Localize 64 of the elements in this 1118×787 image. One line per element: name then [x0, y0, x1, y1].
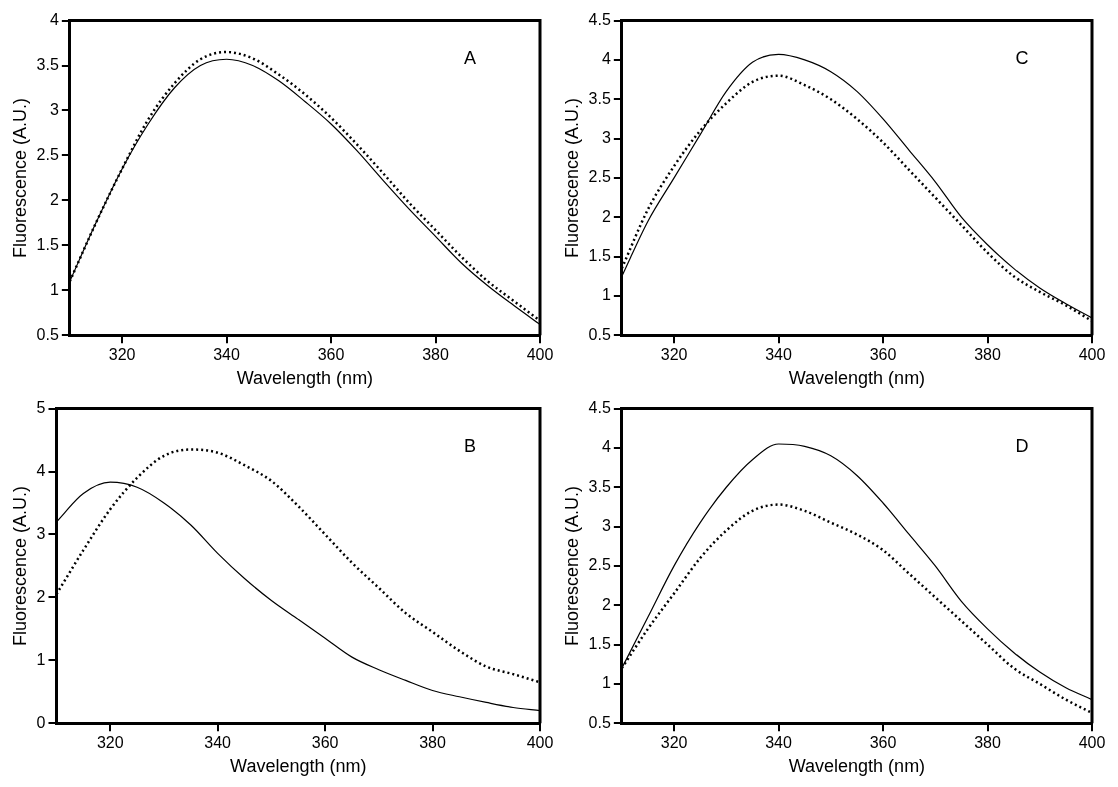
y-tick-label: 1: [36, 650, 46, 668]
x-tick-label: 340: [765, 734, 793, 752]
y-tick-label: 0.5: [588, 325, 611, 343]
y-tick-label: 3: [601, 128, 611, 146]
x-axis-title: Wavelength (nm): [788, 756, 926, 777]
y-tick-label: 1: [601, 286, 611, 304]
y-axis-title: Fluorescence (A.U.): [561, 485, 582, 646]
y-tick-label: 1.5: [588, 246, 611, 264]
x-tick-label: 380: [974, 346, 1001, 364]
y-tick-label: 1: [49, 280, 59, 298]
y-tick-label: 3.5: [588, 89, 611, 107]
x-tick-label: 320: [108, 346, 136, 364]
x-tick-label: 320: [96, 734, 124, 752]
y-tick-label: 1.5: [588, 634, 611, 652]
y-tick-label: 3: [601, 516, 611, 534]
x-tick-label: 400: [526, 346, 554, 364]
y-tick-label: 2: [601, 207, 611, 225]
y-tick-label: 3: [36, 524, 46, 542]
annotation: D: [1015, 435, 1029, 456]
x-tick-label: 340: [204, 734, 232, 752]
y-tick-label: 1.5: [36, 235, 59, 253]
y-axis-title: Fluorescence (A.U.): [9, 485, 30, 646]
y-tick-label: 2.5: [36, 145, 59, 163]
x-axis-title: Wavelength (nm): [230, 756, 367, 777]
x-axis-title: Wavelength (nm): [788, 368, 926, 389]
y-tick-label: 4.5: [588, 399, 611, 417]
y-axis-title: Fluorescence (A.U.): [9, 97, 30, 258]
y-tick-label: 2: [36, 587, 46, 605]
y-tick-label: 5: [36, 399, 46, 417]
x-tick-label: 380: [974, 734, 1001, 752]
y-tick-label: 3: [49, 100, 59, 118]
y-tick-label: 3.5: [36, 55, 59, 73]
x-tick-label: 380: [422, 346, 449, 364]
x-tick-label: 340: [213, 346, 241, 364]
x-tick-label: 360: [869, 734, 897, 752]
y-tick-label: 2: [601, 595, 611, 613]
y-tick-label: 0.5: [36, 325, 59, 343]
y-tick-label: 4: [601, 438, 611, 456]
x-tick-label: 360: [317, 346, 345, 364]
annotation: B: [463, 435, 477, 456]
x-tick-label: 380: [419, 734, 446, 752]
y-tick-label: 0.5: [588, 713, 611, 731]
y-tick-label: 2.5: [588, 556, 611, 574]
x-tick-label: 340: [765, 346, 793, 364]
y-tick-label: 4: [49, 11, 59, 29]
x-tick-label: 400: [1078, 734, 1106, 752]
annotation: A: [463, 47, 477, 68]
x-tick-label: 320: [660, 346, 688, 364]
y-tick-label: 3.5: [588, 477, 611, 495]
x-axis-title: Wavelength (nm): [236, 368, 374, 389]
x-tick-label: 400: [1078, 346, 1106, 364]
y-tick-label: 4: [601, 50, 611, 68]
y-axis-title: Fluorescence (A.U.): [561, 97, 582, 258]
x-tick-label: 360: [869, 346, 897, 364]
y-tick-label: 0: [36, 713, 46, 731]
y-tick-label: 4: [36, 461, 46, 479]
annotation: C: [1015, 47, 1029, 68]
y-tick-label: 4.5: [588, 11, 611, 29]
x-tick-label: 360: [311, 734, 339, 752]
x-tick-label: 320: [660, 734, 688, 752]
y-tick-label: 2: [49, 190, 59, 208]
y-tick-label: 2.5: [588, 168, 611, 186]
x-tick-label: 400: [526, 734, 554, 752]
y-tick-label: 1: [601, 674, 611, 692]
